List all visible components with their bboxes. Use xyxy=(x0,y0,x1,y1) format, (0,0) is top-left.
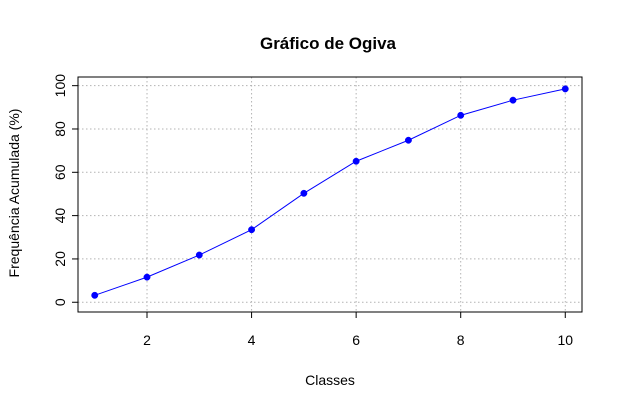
x-axis-label: Classes xyxy=(305,372,355,388)
y-tick-label-20: 20 xyxy=(52,251,68,267)
x-tick-label-2: 2 xyxy=(143,332,151,348)
x-tick-label-10: 10 xyxy=(557,332,573,348)
y-tick-label-80: 80 xyxy=(52,121,68,137)
y-tick-label-60: 60 xyxy=(52,164,68,180)
plot-frame xyxy=(77,76,583,313)
series-line-0 xyxy=(94,88,566,296)
data-point-8 xyxy=(457,111,465,119)
data-point-6 xyxy=(352,157,360,165)
data-point-4 xyxy=(248,226,256,234)
data-point-5 xyxy=(300,189,308,197)
grid-lines xyxy=(78,77,582,312)
y-tick-label-40: 40 xyxy=(52,208,68,224)
data-point-2 xyxy=(143,273,151,281)
data-point-7 xyxy=(404,136,412,144)
chart-title: Gráfico de Ogiva xyxy=(260,34,397,53)
x-tick-label-4: 4 xyxy=(248,332,256,348)
axes xyxy=(72,76,583,318)
data-point-3 xyxy=(195,251,203,259)
y-axis-label: Frequência Acumulada (%) xyxy=(6,109,22,278)
x-tick-label-6: 6 xyxy=(352,332,360,348)
data-point-9 xyxy=(509,96,517,104)
data-point-1 xyxy=(91,291,99,299)
data-point-10 xyxy=(561,85,569,93)
x-tick-label-8: 8 xyxy=(457,332,465,348)
y-tick-label-100: 100 xyxy=(52,74,68,98)
data-series xyxy=(91,85,569,299)
y-tick-label-0: 0 xyxy=(52,298,68,306)
